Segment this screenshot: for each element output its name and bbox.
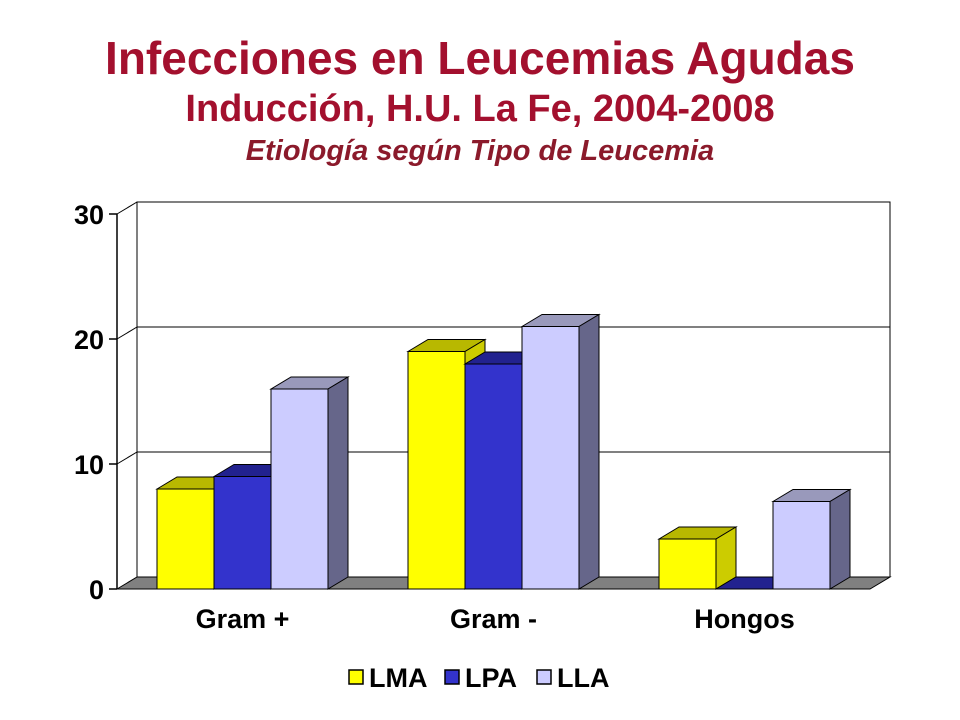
chart-subtitle-2: Etiología según Tipo de Leucemia: [245, 135, 715, 167]
gridline-side: [116, 451, 138, 465]
bar: [407, 351, 466, 590]
chart-title: Infecciones en Leucemias Agudas: [105, 32, 855, 84]
gridline-side: [116, 326, 138, 340]
legend-swatch: [348, 669, 364, 685]
bar: [270, 388, 329, 590]
legend-label: LPA: [465, 663, 517, 693]
bar-side: [327, 376, 349, 590]
y-tick-label: 20: [74, 325, 104, 355]
legend-swatch: [444, 669, 460, 685]
bar-side: [829, 488, 851, 590]
x-tick-label: Gram -: [450, 604, 537, 634]
bar: [772, 501, 831, 590]
y-tick-label: 10: [74, 450, 104, 480]
bar: [521, 326, 580, 590]
legend-swatch: [536, 669, 552, 685]
chart-subtitle: Inducción, H.U. La Fe, 2004-2008: [185, 88, 775, 130]
bar: [156, 488, 215, 590]
x-tick-label: Hongos: [694, 604, 795, 634]
chart-titles: Infecciones en Leucemias Agudas Inducció…: [0, 30, 960, 170]
legend-label: LLA: [557, 663, 609, 693]
legend-label: LMA: [369, 663, 427, 693]
bar: [658, 538, 717, 590]
x-tick-label: Gram +: [196, 604, 290, 634]
y-tick-label: 30: [74, 200, 104, 230]
bar: [213, 476, 272, 590]
y-tick-label: 0: [89, 575, 104, 605]
bar-side: [578, 313, 600, 590]
gridline-side: [116, 201, 138, 215]
bar: [464, 363, 523, 590]
